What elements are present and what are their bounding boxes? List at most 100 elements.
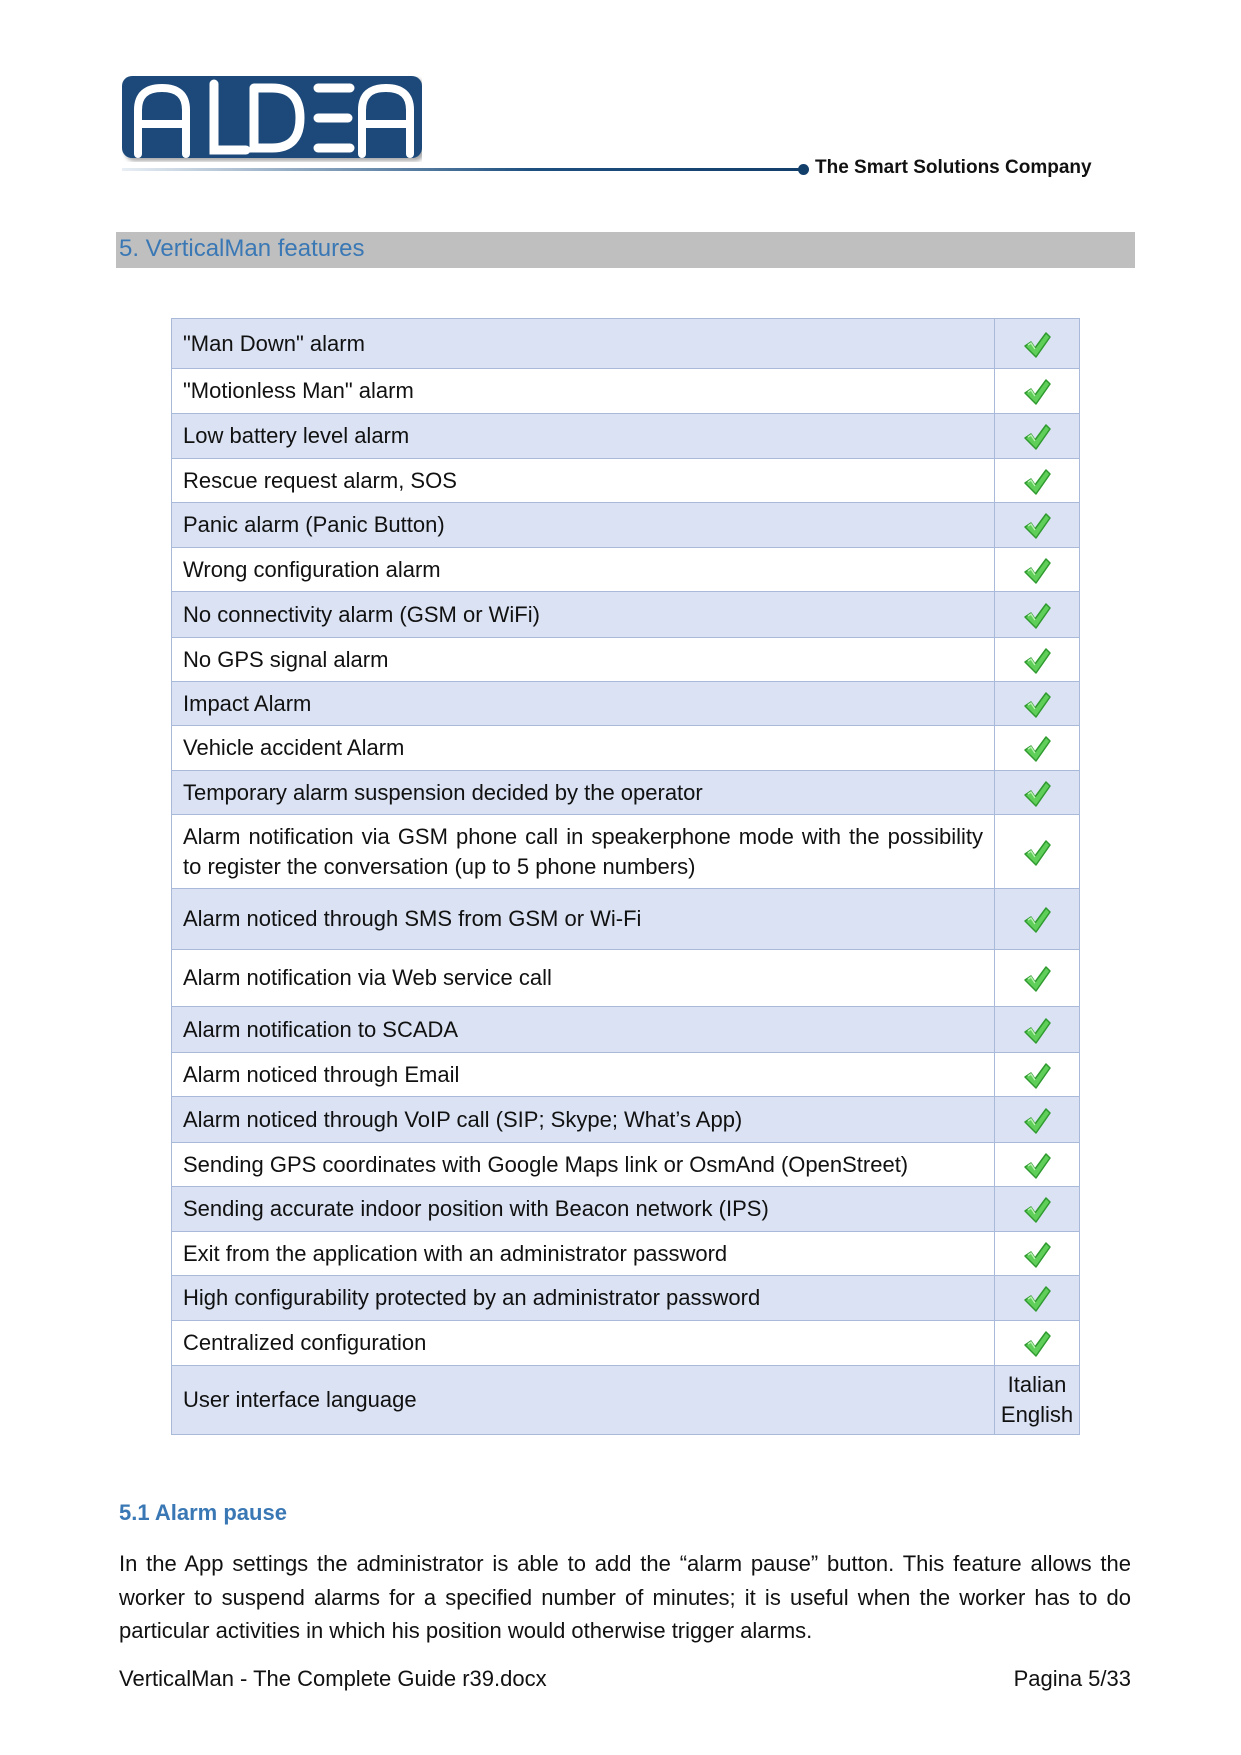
language-option: English	[1000, 1402, 1074, 1427]
language-option: Italian	[1007, 1372, 1067, 1397]
feature-label: Rescue request alarm, SOS	[171, 458, 995, 503]
checkmark-icon	[1022, 601, 1052, 629]
checkmark-icon	[1022, 1106, 1052, 1134]
feature-row: Rescue request alarm, SOS	[171, 458, 1080, 503]
checkmark-icon	[1022, 1240, 1052, 1268]
feature-support	[994, 502, 1080, 548]
feature-support	[994, 1186, 1080, 1232]
checkmark-icon	[1022, 1016, 1052, 1044]
subsection-title: 5.1 Alarm pause	[119, 1500, 287, 1525]
checkmark-icon	[1022, 1330, 1052, 1357]
aldea-logo	[122, 76, 422, 167]
feature-support	[994, 1231, 1080, 1276]
feature-row: Exit from the application with an admini…	[171, 1231, 1080, 1276]
feature-row: "Motionless Man" alarm	[171, 368, 1080, 414]
checkmark-icon	[1022, 556, 1052, 584]
feature-support	[994, 770, 1080, 815]
feature-label: Wrong configuration alarm	[171, 547, 995, 592]
checkmark-icon	[1022, 1285, 1052, 1312]
footer-document-name: VerticalMan - The Complete Guide r39.doc…	[119, 1666, 547, 1691]
feature-label: User interface language	[171, 1365, 995, 1435]
feature-row: Alarm noticed through SMS from GSM or Wi…	[171, 888, 1080, 950]
checkmark-icon	[1022, 467, 1052, 495]
feature-label: Alarm notification to SCADA	[171, 1006, 995, 1053]
feature-label: Alarm noticed through SMS from GSM or Wi…	[171, 888, 995, 950]
feature-support	[994, 591, 1080, 638]
feature-label: Vehicle accident Alarm	[171, 725, 995, 771]
checkmark-icon	[1022, 330, 1052, 358]
feature-row: Wrong configuration alarm	[171, 547, 1080, 592]
feature-row: Sending GPS coordinates with Google Maps…	[171, 1142, 1080, 1187]
feature-label: No GPS signal alarm	[171, 637, 995, 682]
feature-support	[994, 1052, 1080, 1097]
checkmark-icon	[1022, 512, 1052, 539]
checkmark-icon	[1022, 423, 1052, 450]
feature-support: Italian English	[994, 1365, 1080, 1435]
feature-support	[994, 458, 1080, 503]
feature-row: User interface language Italian English	[171, 1365, 1080, 1435]
feature-label: Sending accurate indoor position with Be…	[171, 1186, 995, 1232]
feature-label: "Man Down" alarm	[171, 318, 995, 369]
feature-row: Alarm noticed through Email	[171, 1052, 1080, 1097]
checkmark-icon	[1022, 965, 1052, 992]
feature-support	[994, 814, 1080, 889]
feature-label: Impact Alarm	[171, 681, 995, 726]
feature-label: Exit from the application with an admini…	[171, 1231, 995, 1276]
section-title: 5. VerticalMan features	[119, 235, 365, 262]
feature-label: Sending GPS coordinates with Google Maps…	[171, 1142, 995, 1187]
checkmark-icon	[1022, 1151, 1052, 1179]
feature-row: Alarm noticed through VoIP call (SIP; Sk…	[171, 1096, 1080, 1143]
subsection-body: In the App settings the administrator is…	[119, 1551, 1131, 1643]
feature-support	[994, 681, 1080, 726]
feature-support	[994, 725, 1080, 771]
tagline: The Smart Solutions Company	[815, 157, 1092, 178]
feature-row: Centralized configuration	[171, 1320, 1080, 1366]
feature-support	[994, 949, 1080, 1007]
feature-label: High configurability protected by an adm…	[171, 1275, 995, 1321]
checkmark-icon	[1022, 906, 1052, 933]
header-rule-dot	[798, 164, 809, 175]
feature-support	[994, 888, 1080, 950]
feature-row: No connectivity alarm (GSM or WiFi)	[171, 591, 1080, 638]
feature-support	[994, 1006, 1080, 1053]
feature-row: Alarm notification via GSM phone call in…	[171, 814, 1080, 889]
feature-support	[994, 637, 1080, 682]
feature-row: Panic alarm (Panic Button)	[171, 502, 1080, 548]
feature-support	[994, 368, 1080, 414]
feature-support	[994, 1320, 1080, 1366]
feature-label: Panic alarm (Panic Button)	[171, 502, 995, 548]
checkmark-icon	[1022, 1196, 1052, 1223]
checkmark-icon	[1022, 838, 1052, 866]
feature-support	[994, 1096, 1080, 1143]
feature-row: No GPS signal alarm	[171, 637, 1080, 682]
feature-label: "Motionless Man" alarm	[171, 368, 995, 414]
feature-row: High configurability protected by an adm…	[171, 1275, 1080, 1321]
feature-support	[994, 1142, 1080, 1187]
checkmark-icon	[1022, 378, 1052, 405]
checkmark-icon	[1022, 735, 1052, 762]
feature-label: Centralized configuration	[171, 1320, 995, 1366]
checkmark-icon	[1022, 1061, 1052, 1089]
feature-label: Alarm noticed through Email	[171, 1052, 995, 1097]
feature-row: Alarm notification via Web service call	[171, 949, 1080, 1007]
section-heading-bar	[116, 232, 1135, 268]
checkmark-icon	[1022, 646, 1052, 674]
feature-label: Alarm notification via Web service call	[171, 949, 995, 1007]
feature-row: "Man Down" alarm	[171, 318, 1080, 369]
feature-label: Temporary alarm suspension decided by th…	[171, 770, 995, 815]
footer-page-number: Pagina 5/33	[1013, 1666, 1131, 1691]
feature-row: Alarm notification to SCADA	[171, 1006, 1080, 1053]
feature-label: Alarm noticed through VoIP call (SIP; Sk…	[171, 1096, 995, 1143]
feature-support	[994, 547, 1080, 592]
feature-row: Vehicle accident Alarm	[171, 725, 1080, 771]
checkmark-icon	[1022, 690, 1052, 718]
feature-support	[994, 318, 1080, 369]
features-table: "Man Down" alarm "Motionless Man" alarm Lo…	[171, 318, 1080, 1435]
feature-label: Alarm notification via GSM phone call in…	[171, 814, 995, 889]
feature-support	[994, 413, 1080, 459]
checkmark-icon	[1022, 779, 1052, 807]
feature-label: Low battery level alarm	[171, 413, 995, 459]
feature-row: Impact Alarm	[171, 681, 1080, 726]
feature-row: Sending accurate indoor position with Be…	[171, 1186, 1080, 1232]
header-rule	[122, 168, 804, 171]
